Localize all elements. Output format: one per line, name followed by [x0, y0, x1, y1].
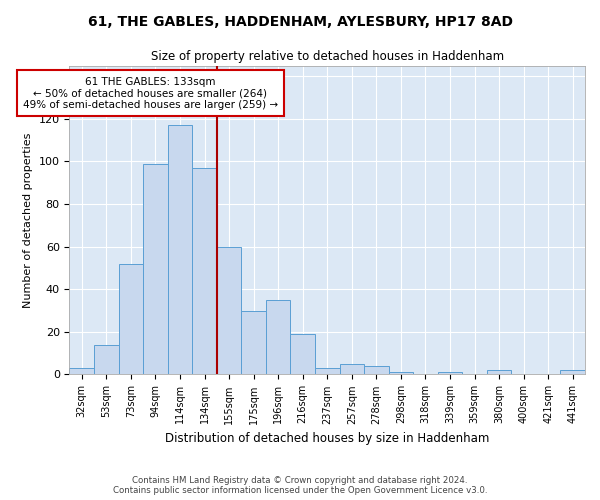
Bar [70, 368, 94, 374]
X-axis label: Distribution of detached houses by size in Haddenham: Distribution of detached houses by size … [165, 432, 490, 445]
Bar [192, 168, 217, 374]
Bar [438, 372, 462, 374]
Bar [364, 366, 389, 374]
Bar [143, 164, 167, 374]
Bar [340, 364, 364, 374]
Y-axis label: Number of detached properties: Number of detached properties [23, 132, 33, 308]
Bar [315, 368, 340, 374]
Bar [167, 125, 192, 374]
Bar [389, 372, 413, 374]
Bar [266, 300, 290, 374]
Bar [560, 370, 585, 374]
Title: Size of property relative to detached houses in Haddenham: Size of property relative to detached ho… [151, 50, 504, 63]
Text: 61, THE GABLES, HADDENHAM, AYLESBURY, HP17 8AD: 61, THE GABLES, HADDENHAM, AYLESBURY, HP… [88, 15, 512, 29]
Bar [217, 246, 241, 374]
Bar [290, 334, 315, 374]
Text: 61 THE GABLES: 133sqm
← 50% of detached houses are smaller (264)
49% of semi-det: 61 THE GABLES: 133sqm ← 50% of detached … [23, 76, 278, 110]
Bar [487, 370, 511, 374]
Bar [94, 344, 119, 374]
Text: Contains HM Land Registry data © Crown copyright and database right 2024.
Contai: Contains HM Land Registry data © Crown c… [113, 476, 487, 495]
Bar [241, 310, 266, 374]
Bar [119, 264, 143, 374]
